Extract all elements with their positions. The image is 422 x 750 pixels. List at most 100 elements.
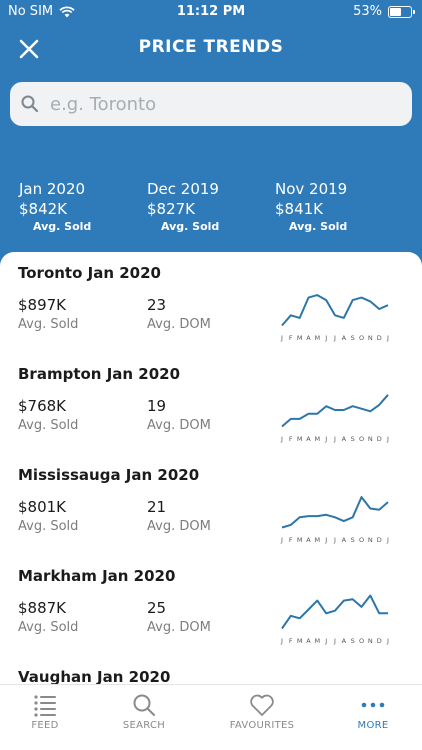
- month-tick-label: O: [359, 536, 364, 544]
- tab-label: SEARCH: [122, 720, 166, 731]
- city-item-toronto[interactable]: Toronto Jan 2020 $897K Avg. Sold 23 Avg.…: [0, 252, 422, 352]
- status-bar: No SIM 11:12 PM 53%: [0, 0, 422, 24]
- search-input[interactable]: [50, 93, 390, 115]
- month-tick-label: A: [306, 637, 311, 645]
- month-tick-label: M: [314, 435, 320, 443]
- city-list: Toronto Jan 2020 $897K Avg. Sold 23 Avg.…: [0, 252, 422, 684]
- month-tick-label: J: [386, 334, 389, 342]
- month-tick-label: M: [314, 637, 320, 645]
- search-box[interactable]: [10, 82, 412, 126]
- summary-label: Avg. Sold: [33, 220, 92, 233]
- search-icon: [21, 95, 39, 113]
- avg-sold-stat: $887K Avg. Sold: [18, 599, 78, 635]
- avg-dom-label: Avg. DOM: [147, 620, 211, 635]
- tab-label: MORE: [357, 720, 389, 731]
- month-tick-label: J: [280, 637, 283, 645]
- summary-item: Dec 2019 $827K Avg. Sold: [147, 180, 275, 233]
- avg-dom-stat: 19 Avg. DOM: [147, 397, 211, 433]
- avg-dom-stat: 23 Avg. DOM: [147, 296, 211, 332]
- month-tick-label: J: [333, 637, 336, 645]
- avg-sold-value: $801K: [18, 498, 67, 516]
- tab-more[interactable]: MORE: [323, 685, 422, 750]
- month-tick-label: M: [314, 536, 320, 544]
- month-tick-label: A: [342, 637, 347, 645]
- avg-dom-label: Avg. DOM: [147, 317, 211, 332]
- feed-icon: [34, 695, 56, 717]
- tab-search[interactable]: SEARCH: [94, 685, 194, 750]
- avg-sold-label: Avg. Sold: [18, 620, 79, 635]
- month-tick-label: M: [297, 435, 303, 443]
- city-item-markham[interactable]: Markham Jan 2020 $887K Avg. Sold 25 Avg.…: [0, 555, 422, 655]
- month-tick-label: S: [351, 435, 355, 443]
- month-tick-label: D: [377, 435, 382, 443]
- search-icon: [133, 694, 155, 716]
- city-name: Brampton Jan 2020: [18, 365, 181, 383]
- wifi-icon: [59, 5, 75, 17]
- avg-dom-value: 25: [147, 599, 167, 617]
- tab-label: FEED: [31, 720, 59, 731]
- month-tick-label: J: [324, 435, 327, 443]
- month-tick-label: A: [306, 536, 311, 544]
- city-item-vaughan[interactable]: Vaughan Jan 2020: [0, 656, 422, 684]
- avg-sold-stat: $768K Avg. Sold: [18, 397, 78, 433]
- month-tick-label: M: [297, 637, 303, 645]
- summary-label: Avg. Sold: [161, 220, 220, 233]
- avg-sold-label: Avg. Sold: [18, 519, 79, 534]
- status-time: 11:12 PM: [176, 4, 246, 19]
- month-tick-label: M: [297, 536, 303, 544]
- month-tick-label: N: [368, 536, 373, 544]
- month-tick-label: J: [386, 637, 389, 645]
- avg-dom-stat: 21 Avg. DOM: [147, 498, 211, 534]
- month-tick-label: S: [351, 637, 355, 645]
- city-item-brampton[interactable]: Brampton Jan 2020 $768K Avg. Sold 19 Avg…: [0, 353, 422, 453]
- month-tick-label: O: [359, 435, 364, 443]
- avg-dom-value: 21: [147, 498, 167, 516]
- battery-percent: 53%: [353, 4, 382, 19]
- trend-line: [281, 294, 389, 327]
- month-tick-label: F: [289, 536, 293, 544]
- month-tick-label: J: [333, 334, 336, 342]
- month-tick-label: J: [333, 435, 336, 443]
- summary-item: Jan 2020 $842K Avg. Sold: [19, 180, 147, 233]
- summary-month: Dec 2019: [147, 180, 219, 198]
- city-name: Mississauga Jan 2020: [18, 466, 200, 484]
- header: PRICE TRENDS: [0, 28, 422, 68]
- status-left: No SIM: [8, 4, 75, 19]
- summary-label: Avg. Sold: [289, 220, 348, 233]
- month-tick-label: D: [377, 334, 382, 342]
- battery-level: [390, 7, 401, 16]
- month-tick-label: A: [342, 536, 347, 544]
- summary-month: Nov 2019: [275, 180, 348, 198]
- city-name: Markham Jan 2020: [18, 567, 176, 585]
- avg-dom-label: Avg. DOM: [147, 418, 211, 433]
- month-tick-label: J: [333, 536, 336, 544]
- month-tick-label: A: [306, 435, 311, 443]
- tab-favourites[interactable]: FAVOURITES: [212, 685, 312, 750]
- summary-month: Jan 2020: [19, 180, 86, 198]
- avg-sold-value: $768K: [18, 397, 67, 415]
- tab-bar: FEED SEARCH FAVOURITES MORE: [0, 684, 422, 750]
- avg-sold-stat: $801K Avg. Sold: [18, 498, 78, 534]
- month-tick-label: J: [324, 334, 327, 342]
- month-tick-label: A: [342, 435, 347, 443]
- month-tick-label: J: [386, 536, 389, 544]
- month-tick-label: N: [368, 334, 373, 342]
- tab-label: FAVOURITES: [229, 720, 295, 731]
- avg-sold-label: Avg. Sold: [18, 317, 79, 332]
- month-tick-label: J: [324, 637, 327, 645]
- month-tick-label: N: [368, 637, 373, 645]
- summary-value: $842K: [19, 200, 68, 218]
- avg-sold-value: $897K: [18, 296, 67, 314]
- month-tick-label: S: [351, 536, 355, 544]
- month-tick-label: F: [289, 637, 293, 645]
- tab-feed[interactable]: FEED: [0, 685, 95, 750]
- status-right: 53%: [353, 4, 415, 19]
- month-tick-label: N: [368, 435, 373, 443]
- month-tick-label: J: [280, 536, 283, 544]
- city-item-mississauga[interactable]: Mississauga Jan 2020 $801K Avg. Sold 21 …: [0, 454, 422, 554]
- month-tick-label: D: [377, 536, 382, 544]
- month-tick-label: O: [359, 334, 364, 342]
- close-icon[interactable]: [16, 36, 42, 62]
